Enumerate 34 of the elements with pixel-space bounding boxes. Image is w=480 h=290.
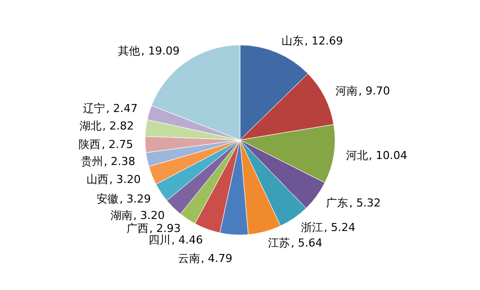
data-label: , 2.93 [149, 222, 181, 236]
slice-label: 江苏 [268, 236, 290, 250]
slice-label: 河南 [335, 84, 358, 98]
slice-label: 湖北 [79, 119, 102, 132]
slice-label: 贵州 [80, 155, 103, 168]
data-label: , 12.69 [304, 34, 344, 48]
data-label: , 5.32 [349, 196, 381, 210]
slice-label: 安徽 [96, 192, 118, 206]
data-label: , 5.64 [290, 236, 322, 250]
slice-label: 浙江 [300, 220, 323, 234]
slice-label: 广东 [326, 196, 348, 210]
data-label: , 2.75 [102, 138, 134, 152]
slice-label: 其他 [118, 44, 140, 58]
slice-label: 河北 [346, 149, 368, 162]
data-label: , 4.79 [200, 252, 232, 265]
data-label: , 9.70 [358, 84, 390, 98]
slice-label: 湖南 [110, 209, 132, 222]
data-label: , 2.47 [106, 102, 138, 116]
slice-label: 四川 [148, 233, 170, 246]
data-label: , 19.09 [141, 44, 180, 58]
data-label: , 3.20 [109, 173, 141, 186]
data-label: , 2.38 [104, 155, 136, 168]
slice-label: 广西 [126, 222, 148, 236]
data-label: , 10.04 [368, 149, 408, 162]
slice-label: 山西 [86, 173, 108, 186]
data-label: , 4.46 [171, 233, 203, 246]
slice-label: 辽宁 [83, 102, 106, 116]
data-label: , 3.29 [119, 192, 151, 206]
slice-label: 云南 [178, 252, 200, 265]
data-label: , 5.24 [324, 220, 356, 234]
data-label: , 2.82 [102, 119, 134, 132]
slice-label: 陕西 [78, 138, 101, 152]
data-label: , 3.20 [133, 209, 165, 222]
slice-label: 山东 [282, 34, 304, 48]
